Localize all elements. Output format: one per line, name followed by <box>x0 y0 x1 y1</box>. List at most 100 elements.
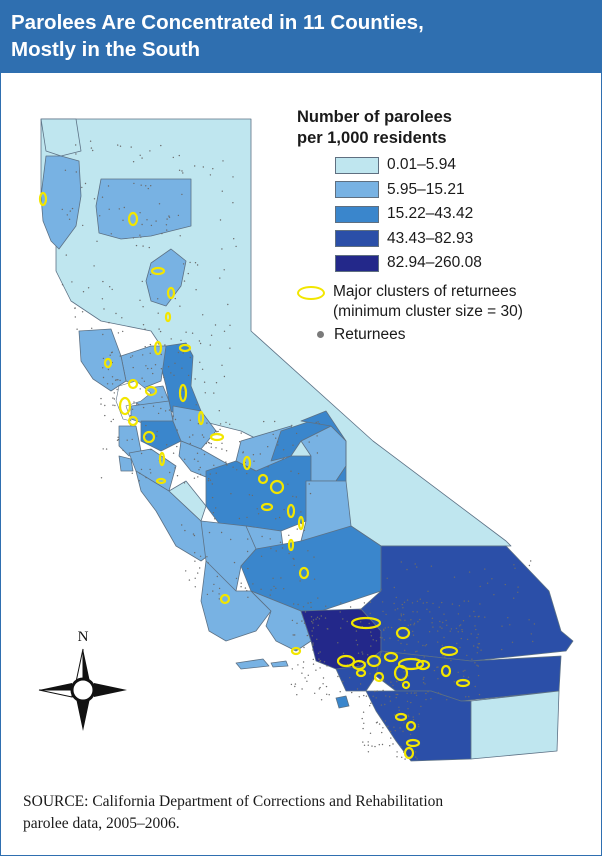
returnee-dot <box>61 208 63 211</box>
returnee-dot <box>465 696 467 698</box>
returnee-dot <box>295 432 298 435</box>
returnee-dot <box>315 421 317 424</box>
returnee-dot <box>384 627 386 629</box>
returnee-dot <box>240 586 242 588</box>
returnee-dot <box>376 690 378 692</box>
returnee-dot <box>182 263 185 265</box>
returnee-dot <box>113 398 116 400</box>
returnee-dot <box>140 236 142 238</box>
returnee-dot <box>226 464 228 466</box>
returnee-dot <box>104 404 106 407</box>
returnee-dot <box>303 622 306 624</box>
county-shasta <box>95 178 192 240</box>
returnee-dot <box>166 218 168 220</box>
returnee-dot <box>287 483 289 485</box>
returnee-dot <box>160 407 162 410</box>
returnee-dot <box>417 723 420 726</box>
returnee-dot <box>209 174 212 176</box>
returnee-dot <box>383 628 385 630</box>
legend-swatch <box>335 156 379 174</box>
returnee-dot <box>119 355 122 357</box>
returnee-dot <box>456 642 458 645</box>
returnee-dot <box>399 619 402 621</box>
legend-class-row: 15.22–43.42 <box>335 202 597 227</box>
source-line-1: SOURCE: California Department of Correct… <box>23 793 444 810</box>
returnee-dot <box>460 637 462 640</box>
returnee-dot <box>126 439 128 441</box>
returnee-dot <box>133 182 135 185</box>
returnee-dot <box>178 154 180 157</box>
returnee-dot <box>129 415 132 417</box>
returnee-dot <box>404 649 406 652</box>
returnee-dot <box>389 637 391 639</box>
returnee-dot <box>402 607 404 609</box>
returnee-dot <box>293 558 295 560</box>
returnee-dot <box>263 420 265 423</box>
returnee-dot <box>112 418 115 421</box>
returnee-dot <box>294 634 296 636</box>
returnee-dot <box>208 478 210 480</box>
returnee-dot <box>181 193 183 196</box>
returnee-dot <box>416 650 418 652</box>
returnee-dot <box>337 642 339 644</box>
returnee-dot <box>415 651 417 653</box>
returnee-dot <box>466 638 469 641</box>
returnee-dot <box>277 441 279 443</box>
returnee-dot <box>196 452 199 454</box>
returnee-dot <box>307 602 309 604</box>
returnee-dot <box>425 644 428 646</box>
returnee-dot <box>367 654 369 656</box>
returnee-dot <box>349 606 352 608</box>
returnee-dot <box>437 678 439 680</box>
returnee-dot <box>403 722 405 724</box>
returnee-dot <box>462 620 465 622</box>
returnee-dot <box>176 475 179 477</box>
returnee-dot <box>453 576 456 578</box>
returnee-dot <box>368 622 370 625</box>
returnee-dot <box>217 430 219 433</box>
returnee-dot <box>139 299 141 301</box>
returnee-dot <box>383 679 385 682</box>
returnee-dot <box>441 627 443 629</box>
returnee-dot <box>168 409 171 411</box>
returnee-dot <box>288 534 290 536</box>
returnee-dot <box>406 643 408 645</box>
returnee-dot <box>437 630 439 632</box>
returnee-dot <box>450 659 452 662</box>
returnee-dot <box>172 415 174 417</box>
returnee-dot <box>392 684 394 687</box>
returnee-dot <box>369 705 371 707</box>
returnee-dot <box>513 597 515 599</box>
returnee-dot <box>216 575 218 578</box>
returnee-dot <box>208 442 211 444</box>
returnee-dot <box>149 150 151 152</box>
returnee-dot <box>132 366 134 369</box>
returnee-dot <box>319 686 321 689</box>
returnee-dot <box>311 635 313 637</box>
legend-returnee-label: Returnees <box>334 325 406 343</box>
returnee-dot <box>528 619 530 621</box>
legend-cluster-text: Major clusters of returnees (minimum clu… <box>333 282 523 322</box>
returnee-dot <box>318 688 320 690</box>
returnee-dot <box>406 700 409 703</box>
returnee-dot <box>218 587 221 590</box>
returnee-dot <box>274 420 276 423</box>
returnee-dot <box>439 626 441 628</box>
returnee-dot <box>283 508 285 511</box>
returnee-dot <box>474 662 476 664</box>
returnee-dot <box>149 352 151 354</box>
returnee-dot <box>75 153 77 155</box>
returnee-dot <box>385 651 387 654</box>
california-map <box>38 118 574 762</box>
returnee-dot <box>477 616 480 618</box>
returnee-dot <box>173 374 175 376</box>
returnee-dot <box>236 469 238 471</box>
returnee-dot <box>204 392 206 394</box>
returnee-dot <box>375 640 378 642</box>
returnee-dot <box>206 593 209 596</box>
returnee-dot <box>356 644 359 646</box>
returnee-dot <box>378 744 380 746</box>
returnee-dot <box>118 208 121 210</box>
returnee-dot <box>203 381 206 383</box>
returnee-dot <box>269 538 271 540</box>
